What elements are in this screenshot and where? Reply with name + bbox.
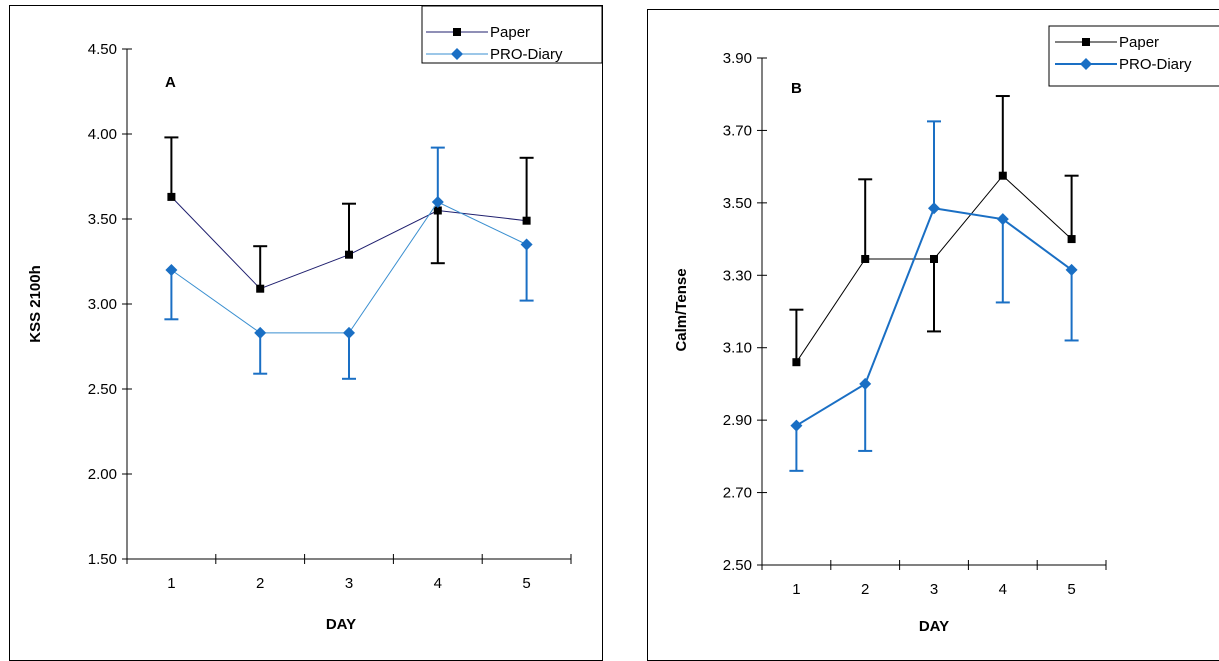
x-tick-label: 1 <box>167 575 175 592</box>
data-point-paper <box>1067 235 1076 244</box>
y-tick-label: 4.50 <box>88 41 117 58</box>
x-tick-label: 2 <box>861 581 869 598</box>
x-tick-label: 1 <box>792 581 800 598</box>
x-tick-label: 2 <box>256 575 264 592</box>
legend-box <box>1048 25 1219 87</box>
x-tick-label: 3 <box>345 575 353 592</box>
data-point-pro-diary <box>165 264 178 276</box>
y-tick-label: 3.30 <box>723 267 752 284</box>
y-tick-label: 2.50 <box>723 557 752 574</box>
chart-panel-b: 2.50 2.70 2.90 3.10 3.30 3.50 3.70 3.90 1 2 3 4 5 DAY… <box>647 9 1219 661</box>
panel-label: A <box>165 74 176 91</box>
y-tick-label: 4.00 <box>88 126 117 143</box>
y-tick-label: 3.50 <box>723 195 752 212</box>
y-tick-label: 2.90 <box>723 412 752 429</box>
chart-b-svg: 2.50 2.70 2.90 3.10 3.30 3.50 3.70 3.90 1 2 3 4 5 DAY… <box>673 25 1219 635</box>
legend-label: PRO-Diary <box>1119 56 1192 73</box>
data-point-paper <box>167 192 176 201</box>
data-point-pro-diary <box>1065 263 1078 276</box>
x-tick-label: 4 <box>434 575 442 592</box>
y-axis-title: KSS 2100h <box>27 265 44 343</box>
legend-marker-square-icon <box>1082 38 1090 46</box>
panel-label: B <box>791 80 802 97</box>
data-point-pro-diary <box>254 326 267 339</box>
legend-label: Paper <box>490 24 530 41</box>
x-tick-label: 5 <box>1067 581 1075 598</box>
x-axis-title: DAY <box>326 616 356 633</box>
legend: Paper PRO-Diary <box>1048 25 1219 87</box>
chart-panel-a: 1.50 2.00 2.50 3.00 3.50 4.00 4.50 1 2 3 4 5 DAY KSS … <box>9 5 603 661</box>
data-point-pro-diary <box>520 238 533 251</box>
x-tick-label: 3 <box>930 581 938 598</box>
y-tick-label: 3.50 <box>88 211 117 228</box>
data-point-pro-diary <box>859 377 872 390</box>
data-point-paper <box>522 216 531 225</box>
data-point-pro-diary <box>343 326 355 339</box>
y-tick-label: 3.10 <box>723 340 752 357</box>
y-tick-label: 3.70 <box>723 122 752 139</box>
legend-label: PRO-Diary <box>490 46 563 63</box>
data-point-pro-diary <box>996 213 1009 226</box>
legend-label: Paper <box>1119 34 1159 51</box>
data-point-paper <box>256 284 265 293</box>
legend-marker-square-icon <box>453 28 461 36</box>
data-point-paper <box>792 358 801 367</box>
legend-marker-diamond-icon <box>1080 58 1092 70</box>
data-point-pro-diary <box>928 202 940 215</box>
legend: Paper PRO-Diary <box>421 5 603 64</box>
y-tick-label: 2.70 <box>723 485 752 502</box>
data-point-paper <box>998 171 1007 180</box>
y-tick-label: 2.00 <box>88 466 117 483</box>
y-tick-label: 1.50 <box>88 551 117 568</box>
data-point-pro-diary <box>790 419 803 432</box>
data-point-paper <box>345 250 353 259</box>
x-tick-label: 4 <box>999 581 1007 598</box>
y-axis-title: Calm/Tense <box>673 268 690 351</box>
legend-marker-diamond-icon <box>451 48 463 60</box>
data-point-paper <box>930 254 938 263</box>
x-axis-title: DAY <box>919 618 949 635</box>
y-tick-label: 2.50 <box>88 381 117 398</box>
data-point-paper <box>861 254 870 263</box>
y-tick-label: 3.90 <box>723 50 752 67</box>
chart-a-svg: 1.50 2.00 2.50 3.00 3.50 4.00 4.50 1 2 3 4 5 DAY KSS … <box>27 5 603 633</box>
data-point-paper <box>433 206 442 215</box>
y-tick-label: 3.00 <box>88 296 117 313</box>
data-point-pro-diary <box>431 196 444 208</box>
x-tick-label: 5 <box>522 575 530 592</box>
